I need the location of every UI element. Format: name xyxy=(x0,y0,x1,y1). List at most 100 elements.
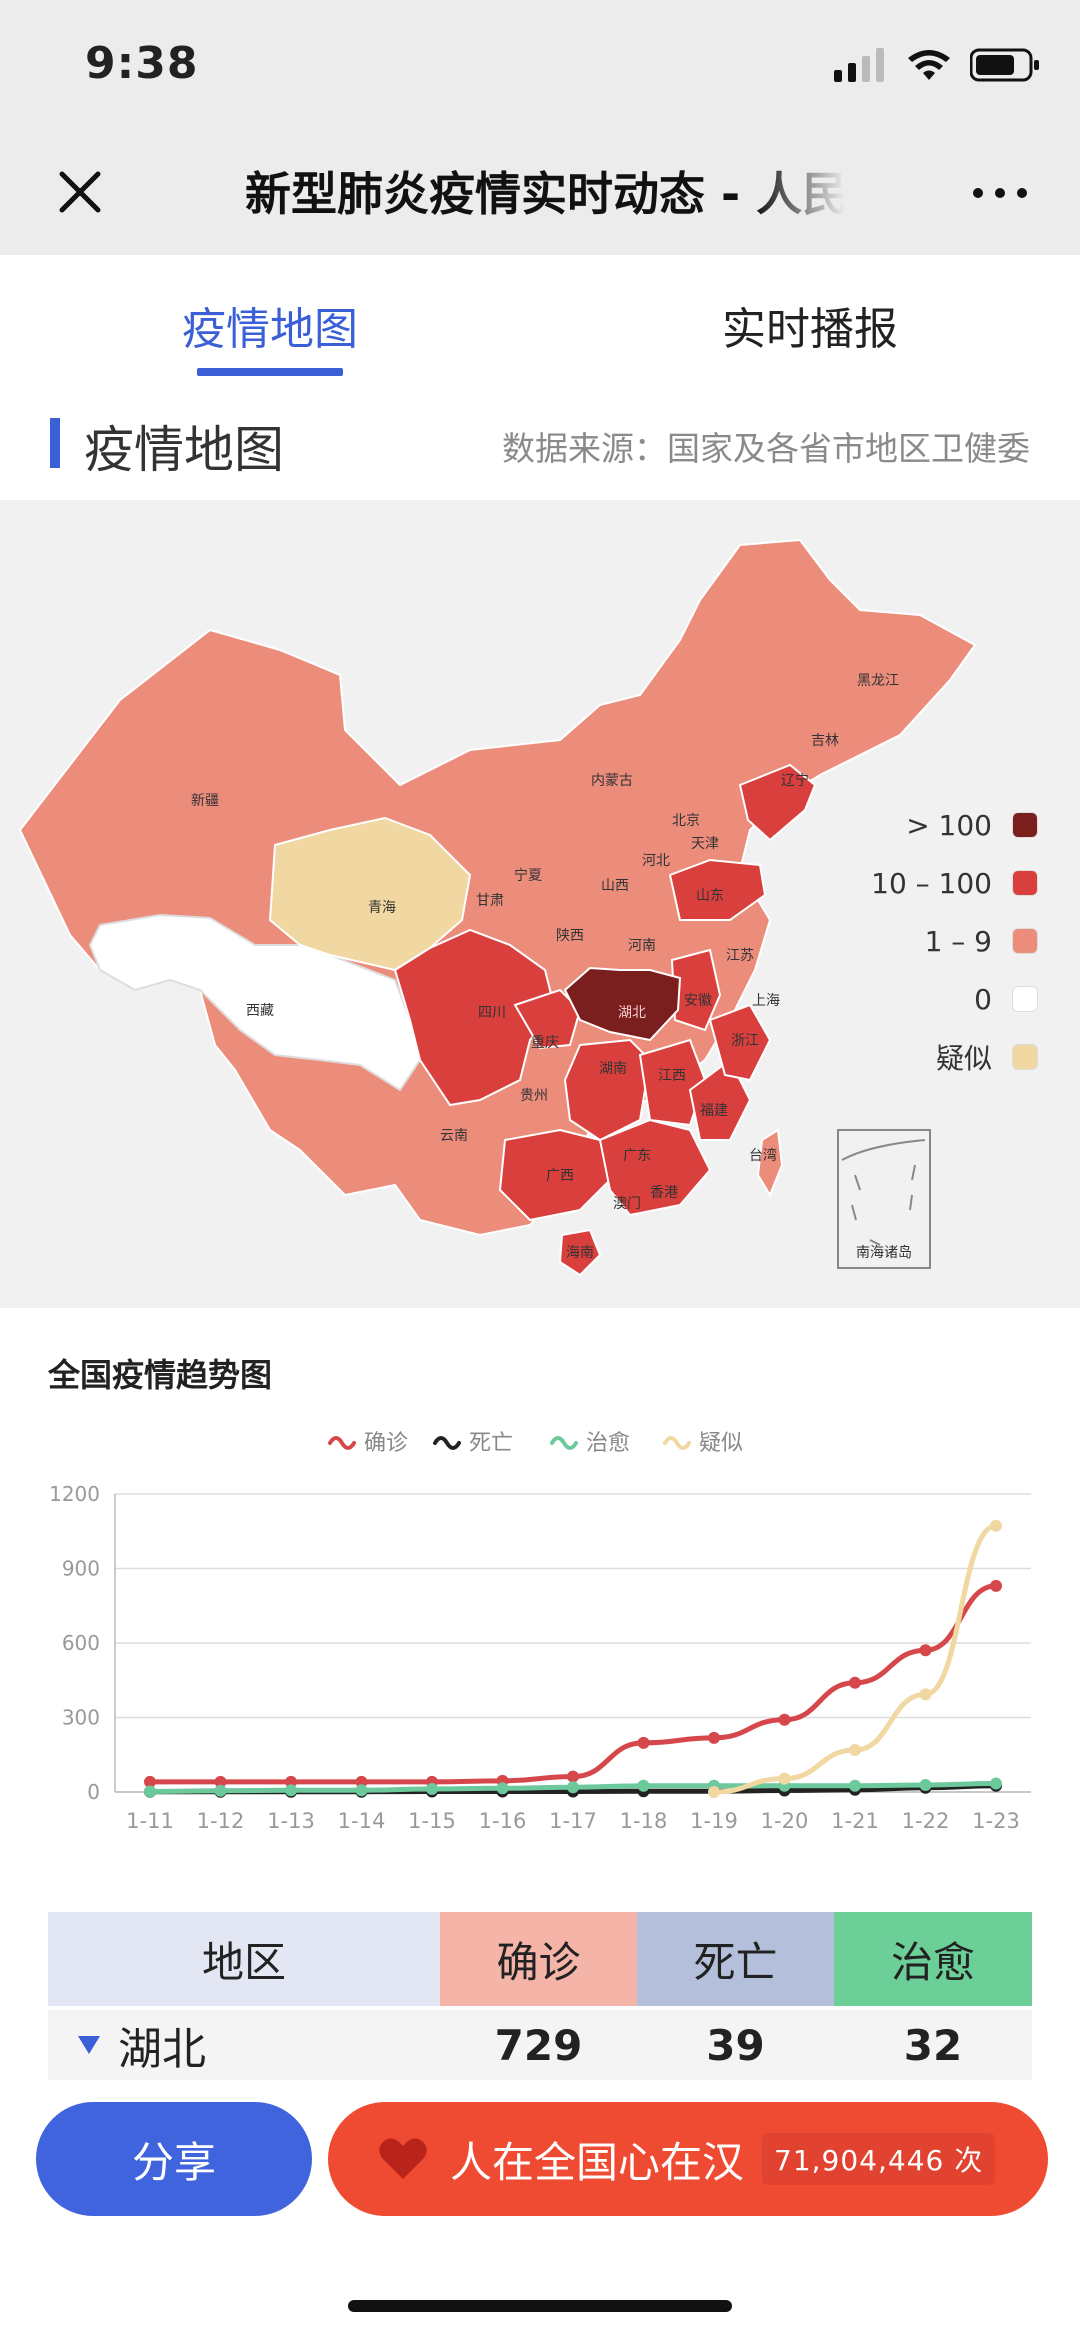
map-region-taiwan xyxy=(756,1128,784,1198)
map-region-shandong xyxy=(668,858,767,921)
map-label: 黑龙江 xyxy=(857,673,899,689)
more-icon[interactable] xyxy=(970,178,1030,208)
map-label: 河北 xyxy=(642,853,670,869)
x-tick-label: 1-15 xyxy=(408,1809,456,1833)
series-point xyxy=(990,1579,1002,1592)
map-label: 四川 xyxy=(478,1005,506,1021)
battery-icon xyxy=(970,48,1039,82)
series-point xyxy=(778,1713,791,1726)
close-icon[interactable] xyxy=(48,160,112,224)
expand-triangle-icon[interactable] xyxy=(78,2036,100,2054)
y-tick-label: 300 xyxy=(62,1706,100,1730)
series-line xyxy=(149,1583,997,1785)
legend-swatch xyxy=(1012,870,1038,896)
series-point xyxy=(849,1779,861,1792)
table-row[interactable]: 湖北 729 39 32 xyxy=(48,2010,1032,2080)
share-button[interactable]: 分享 xyxy=(36,2102,312,2216)
y-tick-label: 0 xyxy=(87,1780,100,1804)
series-point xyxy=(426,1783,438,1796)
series-point xyxy=(567,1781,579,1794)
row-region-cell: 湖北 xyxy=(48,2010,440,2080)
legend-row[interactable]: 1 – 9 xyxy=(871,912,1038,970)
epidemic-map[interactable]: 黑龙江 吉林 辽宁 内蒙古 北京 天津 河北 山西 山东 新疆 青海 甘肃 宁夏 陕西 河南 江苏 上海 安徽 浙江… xyxy=(0,500,1080,1308)
legend-swatch xyxy=(1012,812,1038,838)
tab-epidemic-map[interactable]: 疫情地图 xyxy=(182,304,358,355)
inset-coast xyxy=(841,1139,926,1161)
series-point xyxy=(355,1775,368,1788)
x-tick-label: 1-12 xyxy=(197,1809,245,1833)
legend-label: 1 – 9 xyxy=(924,924,992,958)
legend-line-icon xyxy=(328,1436,356,1450)
map-label: 青海 xyxy=(368,900,396,916)
x-tick-label: 1-11 xyxy=(126,1809,174,1833)
series-point xyxy=(919,1644,932,1657)
row-confirmed: 729 xyxy=(494,2020,583,2070)
series-point xyxy=(567,1770,579,1783)
map-region-zhejiang xyxy=(708,1003,772,1082)
map-label: 上海 xyxy=(752,993,780,1009)
series-point xyxy=(919,1779,932,1792)
support-count: 71,904,446 次 xyxy=(762,2133,996,2185)
signal-icon xyxy=(834,48,884,82)
legend-series-label: 死亡 xyxy=(469,1431,513,1456)
tab-active-indicator xyxy=(197,368,343,376)
status-time: 9:38 xyxy=(85,38,199,89)
map-label: 辽宁 xyxy=(781,772,809,789)
legend-label: 10 – 100 xyxy=(871,866,992,900)
legend-row[interactable]: 0 xyxy=(871,970,1038,1028)
series-point xyxy=(849,1744,861,1757)
map-region-qinghai xyxy=(268,816,472,972)
map-region-guangxi xyxy=(498,1128,612,1222)
series-point xyxy=(285,1775,297,1788)
series-point xyxy=(355,1784,368,1797)
bottom-action-bar: 分享 人在全国心在汉 71,904,446 次 xyxy=(0,2080,1080,2338)
y-tick-label: 900 xyxy=(62,1557,100,1581)
support-wuhan-button[interactable]: 人在全国心在汉 71,904,446 次 xyxy=(328,2102,1048,2216)
map-label: 江苏 xyxy=(726,948,754,964)
series-point xyxy=(144,1785,156,1798)
y-tick-label: 1200 xyxy=(49,1482,100,1506)
map-region-liaoning xyxy=(738,763,817,842)
map-region-chongqing xyxy=(513,988,582,1050)
legend-swatch xyxy=(1012,986,1038,1012)
map-label: 安徽 xyxy=(684,993,712,1009)
nav-bar: 新型肺炎疫情实时动态 - 人民日报 xyxy=(0,130,1080,255)
map-label: 福建 xyxy=(700,1103,728,1119)
map-label: 陕西 xyxy=(556,928,584,944)
map-legend: > 100 10 – 100 1 – 9 0 疑似 xyxy=(871,796,1038,1086)
legend-row[interactable]: 疑似 xyxy=(871,1028,1038,1086)
header-confirmed: 确诊 xyxy=(440,1912,637,2006)
series-point xyxy=(990,1777,1002,1790)
trend-chart-card: 全国疫情趋势图 确诊 死亡 治愈 疑似 0 300 600 900 1200 1-11 1-12 1-… xyxy=(0,1308,1080,1878)
x-tick-label: 1-13 xyxy=(267,1809,315,1833)
row-region: 湖北 xyxy=(118,2024,206,2075)
map-label: 湖北 xyxy=(618,1005,646,1021)
map-region-hunan xyxy=(563,1038,652,1142)
legend-swatch xyxy=(1012,1044,1038,1070)
tab-live-report[interactable]: 实时播报 xyxy=(722,304,898,355)
table-header: 地区 确诊 死亡 治愈 xyxy=(48,1912,1032,2006)
row-dead: 39 xyxy=(706,2020,765,2070)
legend-row[interactable]: 10 – 100 xyxy=(871,854,1038,912)
series-point xyxy=(708,1731,720,1744)
map-label: 香港 xyxy=(650,1185,678,1201)
page-title: 新型肺炎疫情实时动态 - 人民日报 xyxy=(245,158,845,224)
series-point xyxy=(708,1786,720,1798)
series-point xyxy=(849,1676,861,1689)
chart-title: 全国疫情趋势图 xyxy=(48,1356,273,1394)
legend-row[interactable]: > 100 xyxy=(871,796,1038,854)
map-label: 内蒙古 xyxy=(591,773,633,789)
map-label: 广东 xyxy=(623,1148,651,1164)
map-label: 重庆 xyxy=(531,1035,559,1051)
header-cured: 治愈 xyxy=(834,1912,1032,2006)
x-tick-label: 1-21 xyxy=(831,1809,879,1833)
series-point xyxy=(285,1784,297,1797)
header-region: 地区 xyxy=(48,1912,440,2006)
legend-line-icon xyxy=(433,1436,461,1450)
status-bar: 9:38 xyxy=(0,0,1080,130)
x-tick-label: 1-18 xyxy=(620,1809,668,1833)
map-base-region xyxy=(18,538,977,1237)
series-point xyxy=(214,1775,227,1788)
legend-series-label: 确诊 xyxy=(364,1431,408,1456)
